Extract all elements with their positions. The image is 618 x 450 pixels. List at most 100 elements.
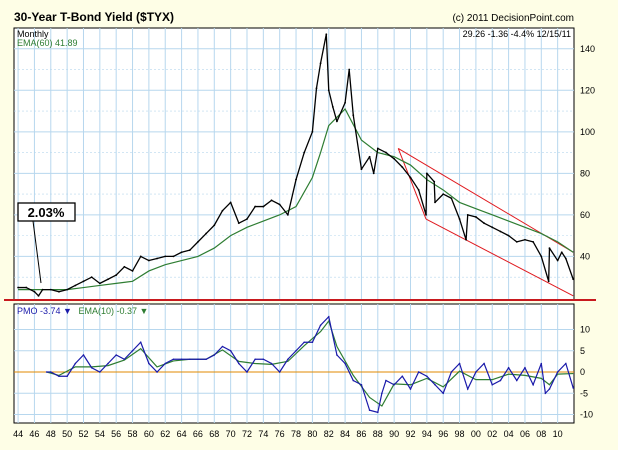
pmo-data-point <box>515 379 518 382</box>
x-tick-label: 56 <box>111 429 121 439</box>
yield-data-point <box>532 240 535 243</box>
quote-text: 29.26 -1.36 -4.4% 12/15/11 <box>463 29 571 39</box>
yield-data-point <box>344 101 346 104</box>
yield-data-point <box>286 213 289 216</box>
pmo-data-point <box>417 371 420 373</box>
x-tick-label: 90 <box>389 429 399 439</box>
yield-data-point <box>507 234 510 237</box>
yield-data-point <box>33 290 36 293</box>
pmo-data-point <box>115 354 117 356</box>
x-tick-label: 68 <box>209 429 219 439</box>
yield-data-point <box>74 284 77 287</box>
yield-data-point <box>499 230 502 233</box>
pmo-data-point <box>262 358 265 361</box>
x-tick-label: 92 <box>405 429 415 439</box>
yield-series-line <box>18 33 574 297</box>
x-tick-label: 06 <box>520 429 530 439</box>
pmo-data-point <box>74 362 77 365</box>
yield-data-point <box>376 147 379 150</box>
pmo-lines <box>14 315 574 414</box>
x-tick-label: 70 <box>226 429 236 439</box>
yield-data-point <box>49 288 52 291</box>
pmo-data-point <box>156 371 158 373</box>
pmo-data-point <box>123 358 126 361</box>
pmo-data-point <box>139 341 142 344</box>
pmo-data-point <box>287 358 289 361</box>
yield-data-point <box>491 226 494 229</box>
yield-data-point <box>270 199 273 202</box>
yield-data-point <box>254 205 257 208</box>
pmo-data-point <box>565 362 567 365</box>
yield-data-point <box>360 168 363 171</box>
pmo-data-point <box>311 341 314 344</box>
yield-data-point <box>139 255 142 258</box>
pmo-y-axis: -10 -5 0 5 10 <box>580 325 593 420</box>
channel-cap-line <box>397 148 427 220</box>
callout-pointer <box>32 220 42 284</box>
callout-label: 2.03% <box>28 205 65 220</box>
x-tick-label: 04 <box>504 429 514 439</box>
credit-text: (c) 2011 DecisionPoint.com <box>452 13 574 24</box>
yield-data-point <box>352 114 355 117</box>
channel-lower-line <box>425 218 574 297</box>
yield-data-point <box>524 238 526 241</box>
pmo-y-tick-label: 5 <box>580 346 585 356</box>
x-tick-label: 74 <box>258 429 268 439</box>
y-tick-label: 100 <box>580 127 595 137</box>
pmo-data-point <box>172 358 175 361</box>
yield-data-point <box>325 33 328 36</box>
yield-data-point <box>107 278 109 281</box>
pmo-data-point <box>409 388 412 390</box>
x-tick-label: 08 <box>536 429 546 439</box>
yield-data-point <box>229 201 232 204</box>
yield-data-point <box>425 172 428 175</box>
x-tick-label: 10 <box>553 429 563 439</box>
yield-data-point <box>393 157 396 160</box>
yield-data-point <box>465 238 467 241</box>
x-tick-label: 66 <box>193 429 203 439</box>
yield-data-point <box>156 257 158 260</box>
yield-data-point <box>401 166 404 169</box>
yield-data-point <box>123 265 126 268</box>
x-tick-label: 76 <box>275 429 285 439</box>
pmo-data-point <box>475 371 477 373</box>
yield-data-point <box>237 222 240 225</box>
yield-data-point <box>515 240 518 243</box>
pmo-data-point <box>270 362 273 365</box>
pmo-y-tick-label: -10 <box>580 410 593 420</box>
pmo-data-point <box>401 375 404 378</box>
yield-data-point <box>131 270 134 272</box>
yield-data-point <box>180 251 183 254</box>
x-tick-label: 88 <box>373 429 383 439</box>
yield-data-point <box>433 180 436 183</box>
pmo-data-point <box>197 358 199 361</box>
x-tick-label: 60 <box>144 429 154 439</box>
pmo-data-point <box>229 349 232 352</box>
pmo-data-point <box>164 362 167 365</box>
pmo-data-point <box>344 362 346 365</box>
ema10-down-arrow-icon: ▼ <box>140 306 149 316</box>
yield-data-point <box>425 213 427 216</box>
pmo-data-point <box>205 358 207 361</box>
yield-data-point <box>560 251 563 254</box>
pmo-data-point <box>213 354 216 356</box>
pmo-data-point <box>303 341 306 344</box>
x-tick-label: 72 <box>242 429 252 439</box>
pmo-data-point <box>295 349 297 352</box>
x-tick-label: 46 <box>29 429 39 439</box>
pmo-legend: PMO -3.74 ▼ EMA(10) -0.37 ▼ <box>17 306 148 316</box>
x-tick-label: 98 <box>455 429 465 439</box>
pmo-data-point <box>82 354 85 356</box>
pmo-data-point <box>385 379 387 382</box>
pmo-plot-area <box>13 303 575 424</box>
pmo-data-point <box>360 383 363 386</box>
x-tick-label: 02 <box>487 429 497 439</box>
pmo-legend-label: PMO -3.74 <box>17 306 61 316</box>
pmo-data-point <box>238 362 240 365</box>
pmo-data-point <box>548 388 551 390</box>
x-tick-label: 94 <box>422 429 432 439</box>
pmo-down-arrow-icon: ▼ <box>63 306 72 316</box>
yield-data-point <box>556 259 559 262</box>
yield-data-point <box>246 218 248 220</box>
x-tick-label: 50 <box>62 429 72 439</box>
